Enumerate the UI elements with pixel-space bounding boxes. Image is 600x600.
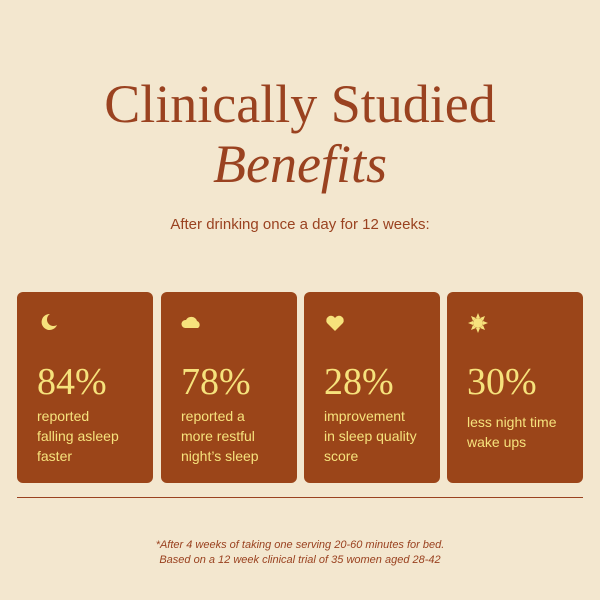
benefit-card: 78% reported a more restful night’s sleep [161,292,297,483]
description-line: less night time [467,414,557,430]
description-line: improvement [324,408,405,424]
footnote-line: *After 4 weeks of taking one serving 20-… [155,539,445,551]
description-line: reported a [181,408,245,424]
benefit-card: 30% less night time wake ups [447,292,583,483]
description-line: wake ups [467,434,527,450]
divider [17,497,583,498]
benefit-card: 28% improvement in sleep quality score [304,292,440,483]
title: Clinically Studied [104,74,496,134]
icon [181,316,200,328]
description-line: reported [37,408,90,424]
description-line: more restful [181,428,255,444]
description: reported falling asleep faster [37,406,119,466]
stat: 84% [37,361,107,403]
title-italic: Benefits [213,134,387,194]
description: improvement in sleep quality score [324,406,417,466]
stat: 78% [181,361,251,403]
icon [41,313,57,330]
description: reported a more restful night’s sleep [181,406,259,466]
description: less night time wake ups [467,412,556,452]
footnote-line: Based on a 12 week clinical trial of 35 … [159,554,441,566]
description-line: falling asleep [37,428,119,444]
description-line: in sleep quality [324,428,417,444]
subtitle: After drinking once a day for 12 weeks: [170,216,430,233]
description-line: faster [37,448,73,464]
icon [326,315,344,331]
description-line: night’s sleep [181,448,259,464]
benefit-card: 84% reported falling asleep faster [17,292,153,483]
icon [468,313,488,333]
footnote: *After 4 weeks of taking one serving 20-… [0,538,600,568]
stat: 30% [467,361,537,403]
description-line: score [324,448,359,464]
stat: 28% [324,361,394,403]
